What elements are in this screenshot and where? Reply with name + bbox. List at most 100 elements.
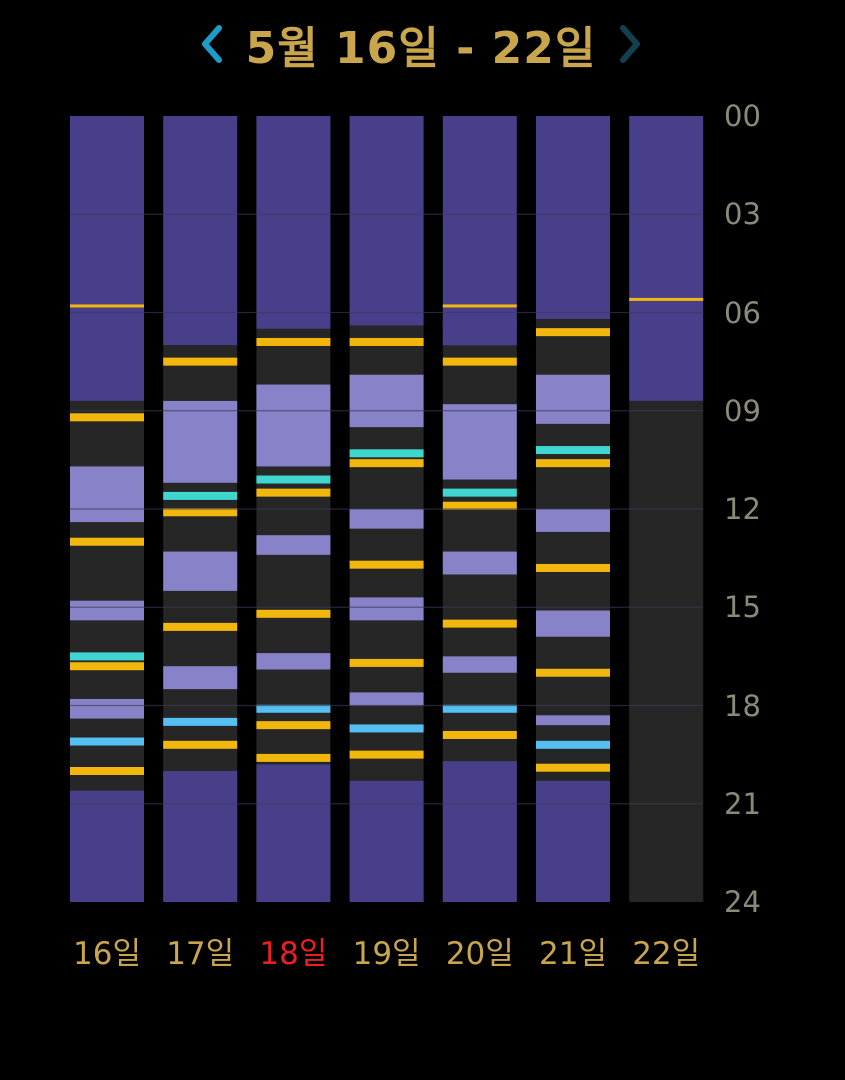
nap-block [256,384,331,467]
feeding-mark [629,297,704,301]
nap-block [349,374,424,428]
sleep-block [442,116,517,329]
nap-block [70,698,144,719]
feeding-mark [256,721,331,730]
day-label[interactable]: 21일 [539,936,607,972]
event_blue-mark [163,717,238,726]
hour-label: 15 [724,590,761,625]
day-column[interactable] [70,116,144,902]
feeding-mark [536,328,610,337]
sleep-block [629,116,704,401]
sleep-block [70,790,144,902]
feeding-mark [256,488,331,497]
nap-block [256,653,331,670]
nap-block [442,656,517,673]
nap-block [163,400,238,483]
nap-block [163,666,238,690]
day-column[interactable] [629,116,704,902]
event_blue-mark [349,724,424,733]
sleep-block [70,116,144,401]
chevron-right-icon [620,25,640,63]
event_blue-mark [536,740,610,749]
event_teal-mark [442,488,517,497]
day-column[interactable] [163,116,238,902]
day-column[interactable] [536,116,610,902]
hour-label: 06 [724,295,761,330]
feeding-mark [536,459,610,468]
sleep-block [349,116,424,326]
feeding-mark [442,357,517,366]
awake-block [629,400,704,902]
day-label[interactable]: 17일 [166,936,235,972]
day-label[interactable]: 19일 [352,936,421,972]
feeding-mark [163,740,238,749]
hour-label: 24 [724,885,761,919]
day-label[interactable]: 22일 [632,936,701,972]
feeding-mark [442,304,517,308]
day-label[interactable]: 16일 [73,936,141,972]
sleep-block [536,780,610,902]
chevron-left-icon [202,25,222,63]
event_blue-mark [70,737,144,746]
nap-block [349,509,424,529]
feeding-mark [349,658,424,667]
feeding-mark [256,609,331,618]
sleep-block [256,116,331,329]
week-range-title: 5월 16일 - 22일 [245,23,597,74]
nap-block [70,466,144,523]
day-column[interactable] [349,116,424,903]
feeding-mark [256,753,331,762]
hour-label: 00 [724,99,761,133]
feeding-mark [349,560,424,569]
hour-label: 09 [724,393,761,428]
feeding-mark [536,563,610,572]
nap-block [349,692,424,706]
nap-block [442,551,517,575]
feeding-mark [70,662,144,671]
event_teal-mark [163,491,238,500]
nap-block [536,509,610,532]
day-column[interactable] [442,116,517,902]
feeding-mark [536,668,610,677]
feeding-mark [163,357,238,366]
feeding-mark [163,622,238,631]
sleep-block [163,116,238,346]
hour-label: 21 [724,786,761,821]
sleep-block [163,771,238,902]
sleep-block [256,764,331,902]
hour-label: 12 [724,492,761,526]
prev-week-button[interactable] [188,14,236,74]
nap-block [70,600,144,621]
feeding-mark [70,413,144,422]
feeding-mark [70,304,144,308]
nap-block [256,535,331,555]
event_teal-mark [256,475,331,484]
next-week-button[interactable] [606,14,654,74]
feeding-mark [70,767,144,775]
day-column[interactable] [256,116,331,902]
feeding-mark [70,537,144,546]
nap-block [536,715,610,726]
sleep-block [442,761,517,902]
day-label-today[interactable]: 18일 [259,936,328,972]
event_teal-mark [70,652,144,661]
feeding-mark [442,619,517,628]
sleep-block [349,780,424,902]
event_teal-mark [536,446,610,455]
hour-label: 03 [724,197,761,232]
day-label[interactable]: 20일 [445,936,514,972]
event_blue-mark [256,704,331,713]
feeding-mark [349,337,424,346]
feeding-mark [349,750,424,759]
hour-label: 18 [724,688,761,723]
sleep-block [536,116,610,320]
nap-block [536,610,610,637]
feeding-mark [442,501,517,510]
nap-block [163,551,238,591]
feeding-mark [163,508,238,517]
feeding-mark [536,763,610,772]
nap-block [536,374,610,424]
sleep-block [442,319,517,346]
nap-block [442,404,517,480]
